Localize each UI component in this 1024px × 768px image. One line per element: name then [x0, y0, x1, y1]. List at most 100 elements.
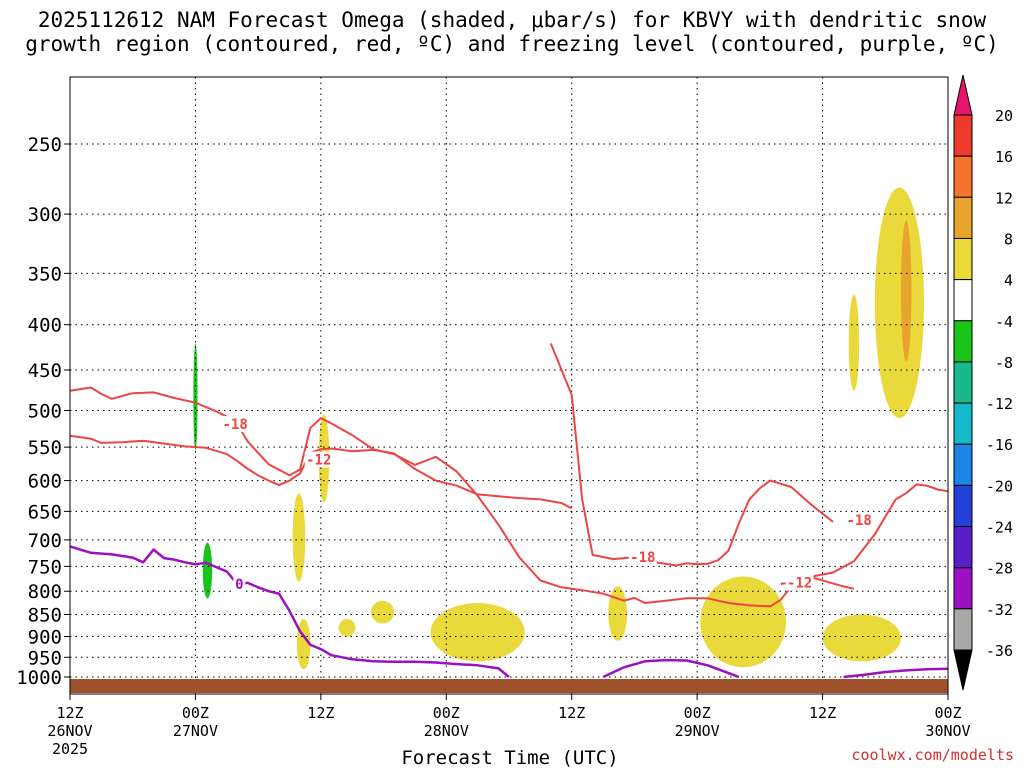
colorbar-label-11: -24 [986, 519, 1013, 537]
colorbar-bin-5 [953, 279, 973, 322]
omega-region-13 [874, 187, 924, 419]
colorbar-bin-9 [953, 443, 973, 486]
x-tick-label-h0-1: 12Z [56, 704, 83, 722]
colorbar-label-2: 16 [995, 148, 1013, 166]
plot-frame [69, 76, 949, 695]
colorbar-label-12: -28 [986, 560, 1013, 578]
x-tick-label-h84-2: 30NOV [925, 722, 970, 740]
colorbar-bin-bottom [953, 649, 973, 691]
x-tick-label-h48-1: 12Z [558, 704, 585, 722]
colorbar-label-8: -12 [986, 395, 1013, 413]
x-tick-label-h36-2: 28NOV [424, 722, 469, 740]
y-tick-label-900: 900 [28, 626, 62, 648]
omega-region-10 [700, 576, 786, 668]
colorbar-label-13: -32 [986, 601, 1013, 619]
x-tick-label-h36-1: 00Z [433, 704, 460, 722]
y-tick-label-700: 700 [28, 530, 62, 552]
x-tick-label-h60-1: 00Z [684, 704, 711, 722]
y-tick-label-400: 400 [28, 315, 62, 337]
x-tick-label-h0-3: 2025 [52, 740, 88, 758]
terrain-layer [70, 679, 948, 693]
omega-region-9 [608, 586, 628, 641]
colorbar-label-14: -36 [986, 642, 1013, 660]
colorbar-label-4: 8 [1004, 230, 1013, 248]
y-tick-label-450: 450 [28, 360, 62, 382]
credit-text: coolwx.com/modelts [851, 746, 1014, 764]
colorbar-bin-6 [953, 320, 973, 363]
grid-layer [69, 77, 949, 694]
colorbar-label-1: 20 [995, 107, 1013, 125]
colorbar-bin-3 [953, 196, 973, 239]
y-tick-label-850: 850 [28, 605, 62, 627]
colorbar-label-3: 12 [995, 189, 1013, 207]
y-tick-label-950: 950 [28, 647, 62, 669]
contour-label-layer: -18 -12 -18 -18 -12 0 [221, 416, 874, 593]
y-tick-label-600: 600 [28, 471, 62, 493]
x-tick-label-h0-2: 26NOV [47, 722, 92, 740]
colorbar-bin-2 [953, 155, 973, 198]
contour-label-bg-5 [785, 574, 814, 591]
contour-label-bg-2 [304, 451, 333, 468]
contour-label-5: -12 [787, 575, 812, 591]
x-tick-label-h12-1: 00Z [182, 704, 209, 722]
contour-label-bg-6 [233, 575, 246, 592]
x-tick-label-h24-1: 12Z [307, 704, 334, 722]
y-tick-label-350: 350 [28, 263, 62, 285]
omega-shading-layer [193, 187, 924, 670]
colorbar-bin-10 [953, 484, 973, 528]
y-tick-label-250: 250 [28, 134, 62, 156]
x-tick-label-h72-1: 12Z [809, 704, 836, 722]
colorbar-label-7: -8 [995, 354, 1013, 372]
contour-line-1 [70, 386, 855, 608]
colorbar-bin-12 [953, 567, 973, 610]
contour-label-bg-4 [845, 512, 874, 529]
contour-line-6 [602, 658, 740, 679]
contour-label-bg-1 [221, 416, 250, 433]
contour-layer [70, 343, 948, 679]
contour-line-2 [549, 343, 834, 567]
omega-region-12 [848, 294, 860, 391]
colorbar-label-9: -16 [986, 436, 1013, 454]
contour-line-3 [70, 434, 573, 510]
contour-label-3: -18 [630, 550, 655, 566]
y-tick-label-500: 500 [28, 401, 62, 423]
colorbar-label-6: -4 [995, 313, 1013, 331]
colorbar-bin-top [953, 74, 973, 116]
contour-line-5 [70, 545, 510, 678]
colorbar-label-5: 4 [1004, 272, 1013, 290]
y-tick-label-1000: 1000 [16, 667, 62, 689]
contour-label-bg-3 [628, 549, 657, 566]
colorbar: 20 16 12 8 4 -4 -8 -12 -16 -20 -24 -28 -32 -36 [953, 74, 1013, 691]
y-tick-label-300: 300 [28, 204, 62, 226]
colorbar-bin-7 [953, 361, 973, 404]
contour-label-2: -12 [306, 453, 331, 469]
y-tick-label-550: 550 [28, 437, 62, 459]
contour-label-1: -18 [222, 417, 247, 433]
colorbar-bin-8 [953, 402, 973, 445]
x-axis-label: Forecast Time (UTC) [401, 747, 618, 768]
chart-title-line-2: growth region (contoured, red, ºC) and f… [25, 32, 999, 56]
omega-region-14 [900, 220, 912, 362]
chart-title-line-1: 2025112612 NAM Forecast Omega (shaded, μ… [37, 8, 987, 32]
omega-region-2 [202, 542, 213, 599]
terrain-band [70, 679, 948, 693]
contour-label-6: 0 [235, 577, 243, 593]
x-tick-label-h60-2: 29NOV [675, 722, 720, 740]
contour-label-4: -18 [847, 513, 872, 529]
colorbar-bin-13 [953, 608, 973, 651]
y-tick-label-650: 650 [28, 501, 62, 523]
y-tick-label-750: 750 [28, 556, 62, 578]
contour-line-7 [843, 667, 948, 679]
omega-region-6 [338, 619, 356, 637]
colorbar-bin-4 [953, 237, 973, 281]
pressure-axis: 2503003504004505005506006507007508008509… [16, 134, 70, 689]
y-tick-label-800: 800 [28, 581, 62, 603]
omega-region-7 [371, 600, 395, 624]
omega-region-8 [430, 603, 525, 662]
colorbar-bin-1 [953, 114, 973, 157]
x-tick-label-h12-2: 27NOV [173, 722, 218, 740]
colorbar-label-10: -20 [986, 477, 1013, 495]
